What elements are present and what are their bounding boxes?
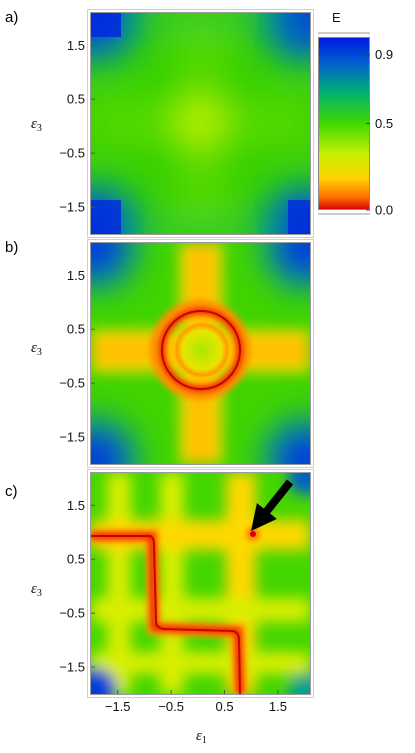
panel-a: a) 1.5 0.5 −0.5 −1.5 ε3 xyxy=(5,9,314,238)
yaxis-c: 1.5 0.5 −0.5 −1.5 xyxy=(59,498,95,675)
xaxis-c: −1.5 −0.5 0.5 1.5 xyxy=(105,690,287,714)
xtick-label: −0.5 xyxy=(158,699,184,714)
ytick-label: 1.5 xyxy=(67,498,85,513)
ytick-label: −0.5 xyxy=(59,146,85,161)
heatmap-c xyxy=(91,473,310,694)
xtick-label: 1.5 xyxy=(269,699,287,714)
panel-label-a: a) xyxy=(5,9,18,26)
heatmap-a xyxy=(91,13,310,234)
ylabel-a: ε3 xyxy=(31,116,42,134)
panel-label-c: c) xyxy=(5,483,18,500)
ytick-label: −0.5 xyxy=(59,376,85,391)
panel-label-b: b) xyxy=(5,239,18,256)
colorbar-tick-label: 0.0 xyxy=(375,203,393,218)
ytick-label: 0.5 xyxy=(67,322,85,337)
colorbar-ticks: 0.9 0.5 0.0 xyxy=(366,47,393,218)
colorbar-tick-label: 0.5 xyxy=(375,116,393,131)
ytick-label: −0.5 xyxy=(59,606,85,621)
ylabel-b: ε3 xyxy=(31,340,42,358)
colorbar-gradient xyxy=(318,37,370,210)
panel-b: b) 1.5 0.5 −0.5 −1.5 ε3 xyxy=(5,239,314,468)
frame-c xyxy=(90,472,311,695)
heatmap-b xyxy=(91,243,310,464)
xtick-label: −1.5 xyxy=(105,699,131,714)
colorbar-title: E xyxy=(332,10,341,25)
ytick-label: −1.5 xyxy=(59,660,85,675)
annotation-arrow xyxy=(251,479,294,532)
ytick-label: 0.5 xyxy=(67,552,85,567)
ytick-label: 1.5 xyxy=(67,268,85,283)
ytick-label: −1.5 xyxy=(59,200,85,215)
yaxis-b: 1.5 0.5 −0.5 −1.5 xyxy=(59,268,95,445)
frame-b xyxy=(90,242,311,465)
xtick-label: 0.5 xyxy=(215,699,233,714)
panel-c: c) 1.50 xyxy=(5,469,314,746)
colorbar-tick-label: 0.9 xyxy=(375,47,393,62)
xlabel-c: ε1 xyxy=(196,728,207,746)
ylabel-c: ε3 xyxy=(31,581,42,599)
ytick-label: −1.5 xyxy=(59,430,85,445)
ytick-label: 0.5 xyxy=(67,92,85,107)
colorbar: E 0.9 0.5 0.0 xyxy=(318,10,393,218)
ytick-label: 1.5 xyxy=(67,38,85,53)
yaxis-a: 1.5 0.5 −0.5 −1.5 xyxy=(59,38,95,215)
frame-a xyxy=(90,12,311,235)
